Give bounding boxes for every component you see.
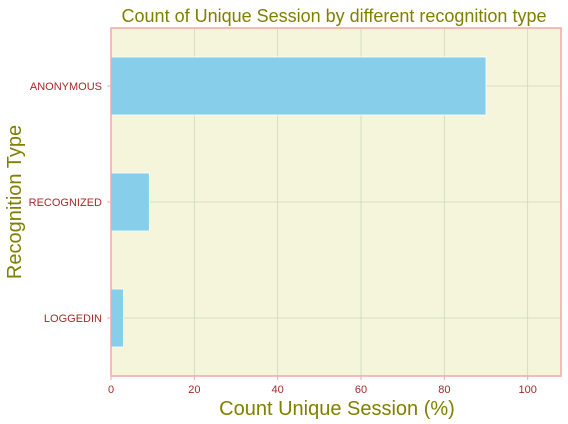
bar-loggedin [110,288,124,348]
y-tick-label-anonymous: ANONYMOUS [30,81,102,93]
bars [110,56,487,348]
bar-anonymous [110,56,487,116]
y-tick-label-loggedin: LOGGEDIN [44,313,102,325]
y-tick-label-recognized: RECOGNIZED [29,197,102,209]
y-axis-ticks: ANONYMOUS RECOGNIZED LOGGEDIN [29,81,111,325]
x-tick-label: 40 [272,384,284,396]
x-axis-ticks: 0 20 40 60 80 100 [108,376,537,396]
bar-recognized [110,172,150,232]
x-tick-label: 20 [188,384,200,396]
x-tick-label: 0 [108,384,114,396]
chart-title: Count of Unique Session by different rec… [122,6,547,26]
y-axis-label: Recognition Type [4,125,26,279]
x-tick-label: 60 [355,384,367,396]
x-axis-label: Count Unique Session (%) [219,398,455,420]
x-tick-label: 80 [438,384,450,396]
x-tick-label: 100 [518,384,536,396]
